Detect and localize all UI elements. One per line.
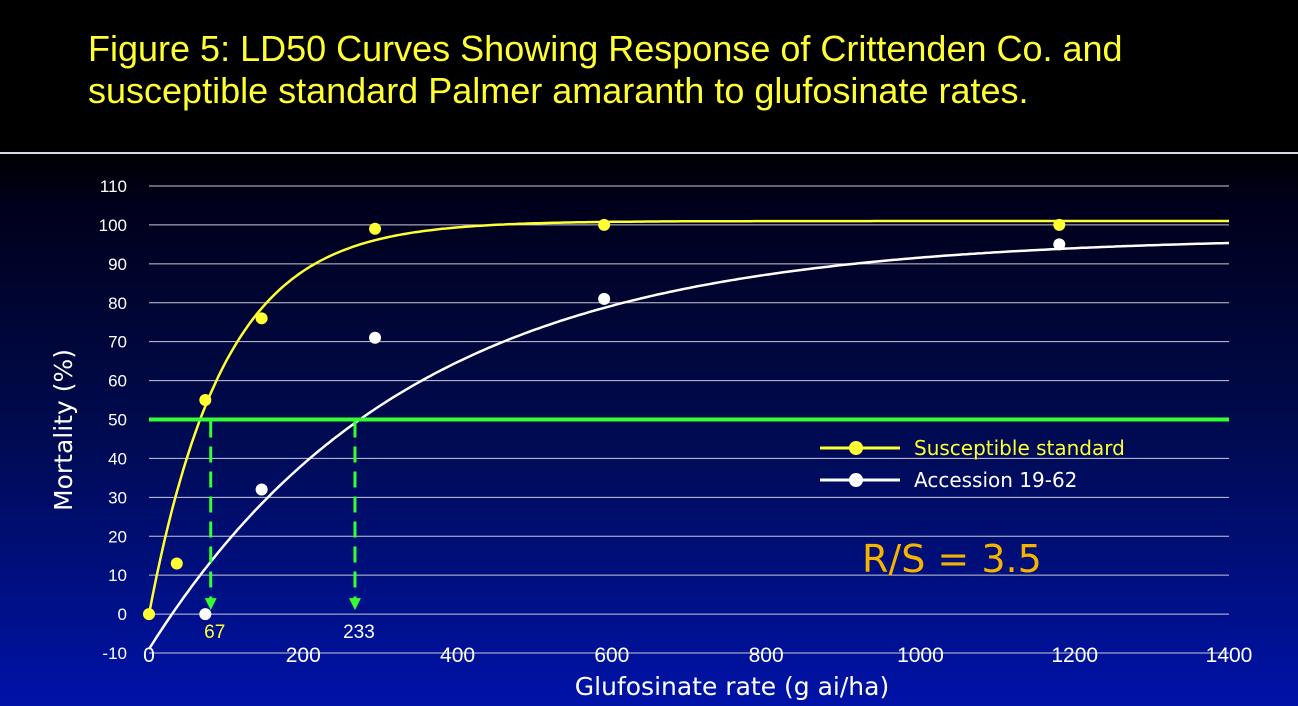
ld50-label-67: 67 xyxy=(204,622,225,643)
legend-label-1: Accession 19-62 xyxy=(914,468,1077,492)
y-axis-label: Mortality (%) xyxy=(49,349,78,511)
point-accession-4 xyxy=(1053,238,1066,251)
y-tick-30: 30 xyxy=(108,488,127,507)
x-tick-800: 800 xyxy=(749,644,784,667)
point-susceptible-2 xyxy=(199,394,212,407)
ld50-arrowhead-233 xyxy=(348,598,361,611)
point-accession-3 xyxy=(598,292,611,305)
y-tick-40: 40 xyxy=(108,449,127,468)
title-divider xyxy=(0,152,1298,154)
y-tick-0: 0 xyxy=(118,605,127,624)
y-tick-20: 20 xyxy=(108,527,127,546)
x-tick-400: 400 xyxy=(440,644,475,667)
x-tick-600: 600 xyxy=(594,644,629,667)
ld50-arrowhead-67 xyxy=(204,598,217,611)
x-tick-1400: 1400 xyxy=(1206,644,1253,667)
x-tick-1000: 1000 xyxy=(897,644,944,667)
point-accession-0 xyxy=(199,608,212,621)
fit-curves xyxy=(147,219,1230,650)
y-tick--10: -10 xyxy=(102,644,127,663)
point-susceptible-1 xyxy=(170,557,183,570)
ld50-markers: 67 233 xyxy=(204,421,375,643)
y-tick-50: 50 xyxy=(108,411,127,430)
y-tick-60: 60 xyxy=(108,372,127,391)
y-tick-70: 70 xyxy=(108,333,127,352)
y-tick-90: 90 xyxy=(108,255,127,274)
point-susceptible-6 xyxy=(1053,218,1066,231)
y-tick-100: 100 xyxy=(99,216,127,235)
ld50-label-233: 233 xyxy=(343,622,375,643)
figure-title: Figure 5: LD50 Curves Showing Response o… xyxy=(88,28,1123,111)
y-tick-80: 80 xyxy=(108,294,127,313)
point-susceptible-3 xyxy=(255,312,268,325)
x-axis-label: Glufosinate rate (g ai/ha) xyxy=(575,672,889,701)
legend-marker-1 xyxy=(849,473,863,487)
y-tick-10: 10 xyxy=(108,566,127,585)
x-tick-200: 200 xyxy=(286,644,321,667)
curve-susceptible-standard xyxy=(147,219,1229,615)
x-tick-1200: 1200 xyxy=(1051,644,1098,667)
point-accession-1 xyxy=(255,483,268,496)
point-susceptible-0 xyxy=(143,608,155,621)
rs-ratio-annotation: R/S = 3.5 xyxy=(862,537,1042,581)
point-accession-2 xyxy=(369,331,382,344)
y-tick-110: 110 xyxy=(100,177,127,196)
point-susceptible-4 xyxy=(369,222,382,235)
data-points xyxy=(143,218,1066,621)
curve-accession-19-62 xyxy=(147,241,1230,650)
y-tick-labels: -10 0 10 20 30 40 50 60 70 80 90 100 110 xyxy=(99,177,127,663)
point-susceptible-5 xyxy=(598,218,611,231)
legend: Susceptible standard Accession 19-62 xyxy=(820,436,1125,492)
x-tick-0: 0 xyxy=(143,644,155,667)
x-tick-labels: 0 200 400 600 800 1000 1200 1400 xyxy=(143,644,1252,667)
legend-label-0: Susceptible standard xyxy=(914,436,1125,460)
legend-marker-0 xyxy=(849,441,863,455)
